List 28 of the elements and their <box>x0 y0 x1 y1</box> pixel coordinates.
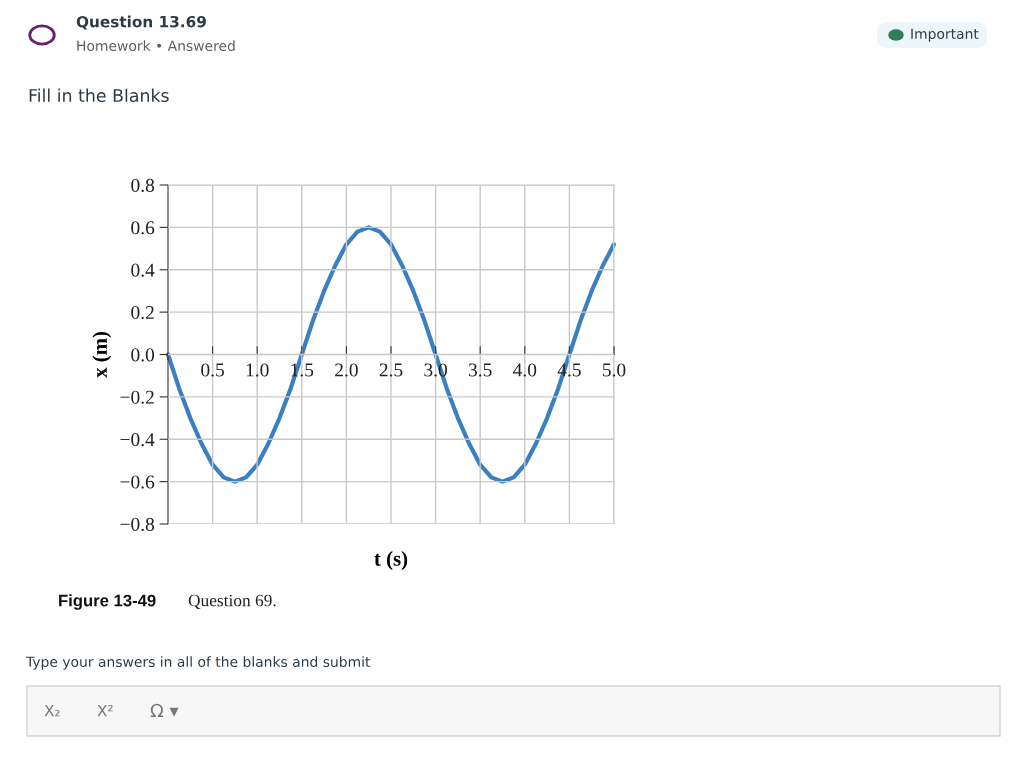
x-tick-label: 0.5 <box>201 363 224 377</box>
x-tick-label: 5.0 <box>602 363 626 377</box>
text: Important <box>911 28 979 42</box>
text: Homework • Answered <box>77 40 235 52</box>
y-axis-title: x (m) <box>92 331 112 378</box>
x-axis-title: t (s) <box>374 551 408 571</box>
y-tick-label: −0.4 <box>120 433 155 447</box>
y-tick-label: 0.4 <box>131 263 155 277</box>
y-tick-label: −0.6 <box>120 475 155 489</box>
x-tick-label: 2.5 <box>379 363 403 377</box>
text: Question 69. <box>188 594 276 609</box>
caption: Figure 13-49 <box>59 594 156 610</box>
x-tick-label: 4.0 <box>513 363 537 377</box>
x-tick-label: 1.0 <box>246 363 269 377</box>
text: Fill in the Blanks <box>29 88 169 103</box>
text: X₂ <box>44 705 60 717</box>
chart-title: Question 13.69 <box>76 15 206 30</box>
text: Type your answers in all of the blanks and submit <box>25 656 371 670</box>
y-tick-label: −0.8 <box>120 517 155 532</box>
y-tick-label: 0.6 <box>131 221 155 235</box>
y-tick-label: 0.8 <box>131 178 155 193</box>
y-tick-label: 0.2 <box>131 305 154 320</box>
x-tick-label: 3.5 <box>468 363 492 377</box>
text: Ω ▾ <box>150 703 179 717</box>
text: X² <box>97 704 113 717</box>
y-tick-label: −0.2 <box>120 390 154 404</box>
y-tick-label: 0.0 <box>131 348 155 362</box>
x-tick-label: 2.0 <box>335 363 358 377</box>
